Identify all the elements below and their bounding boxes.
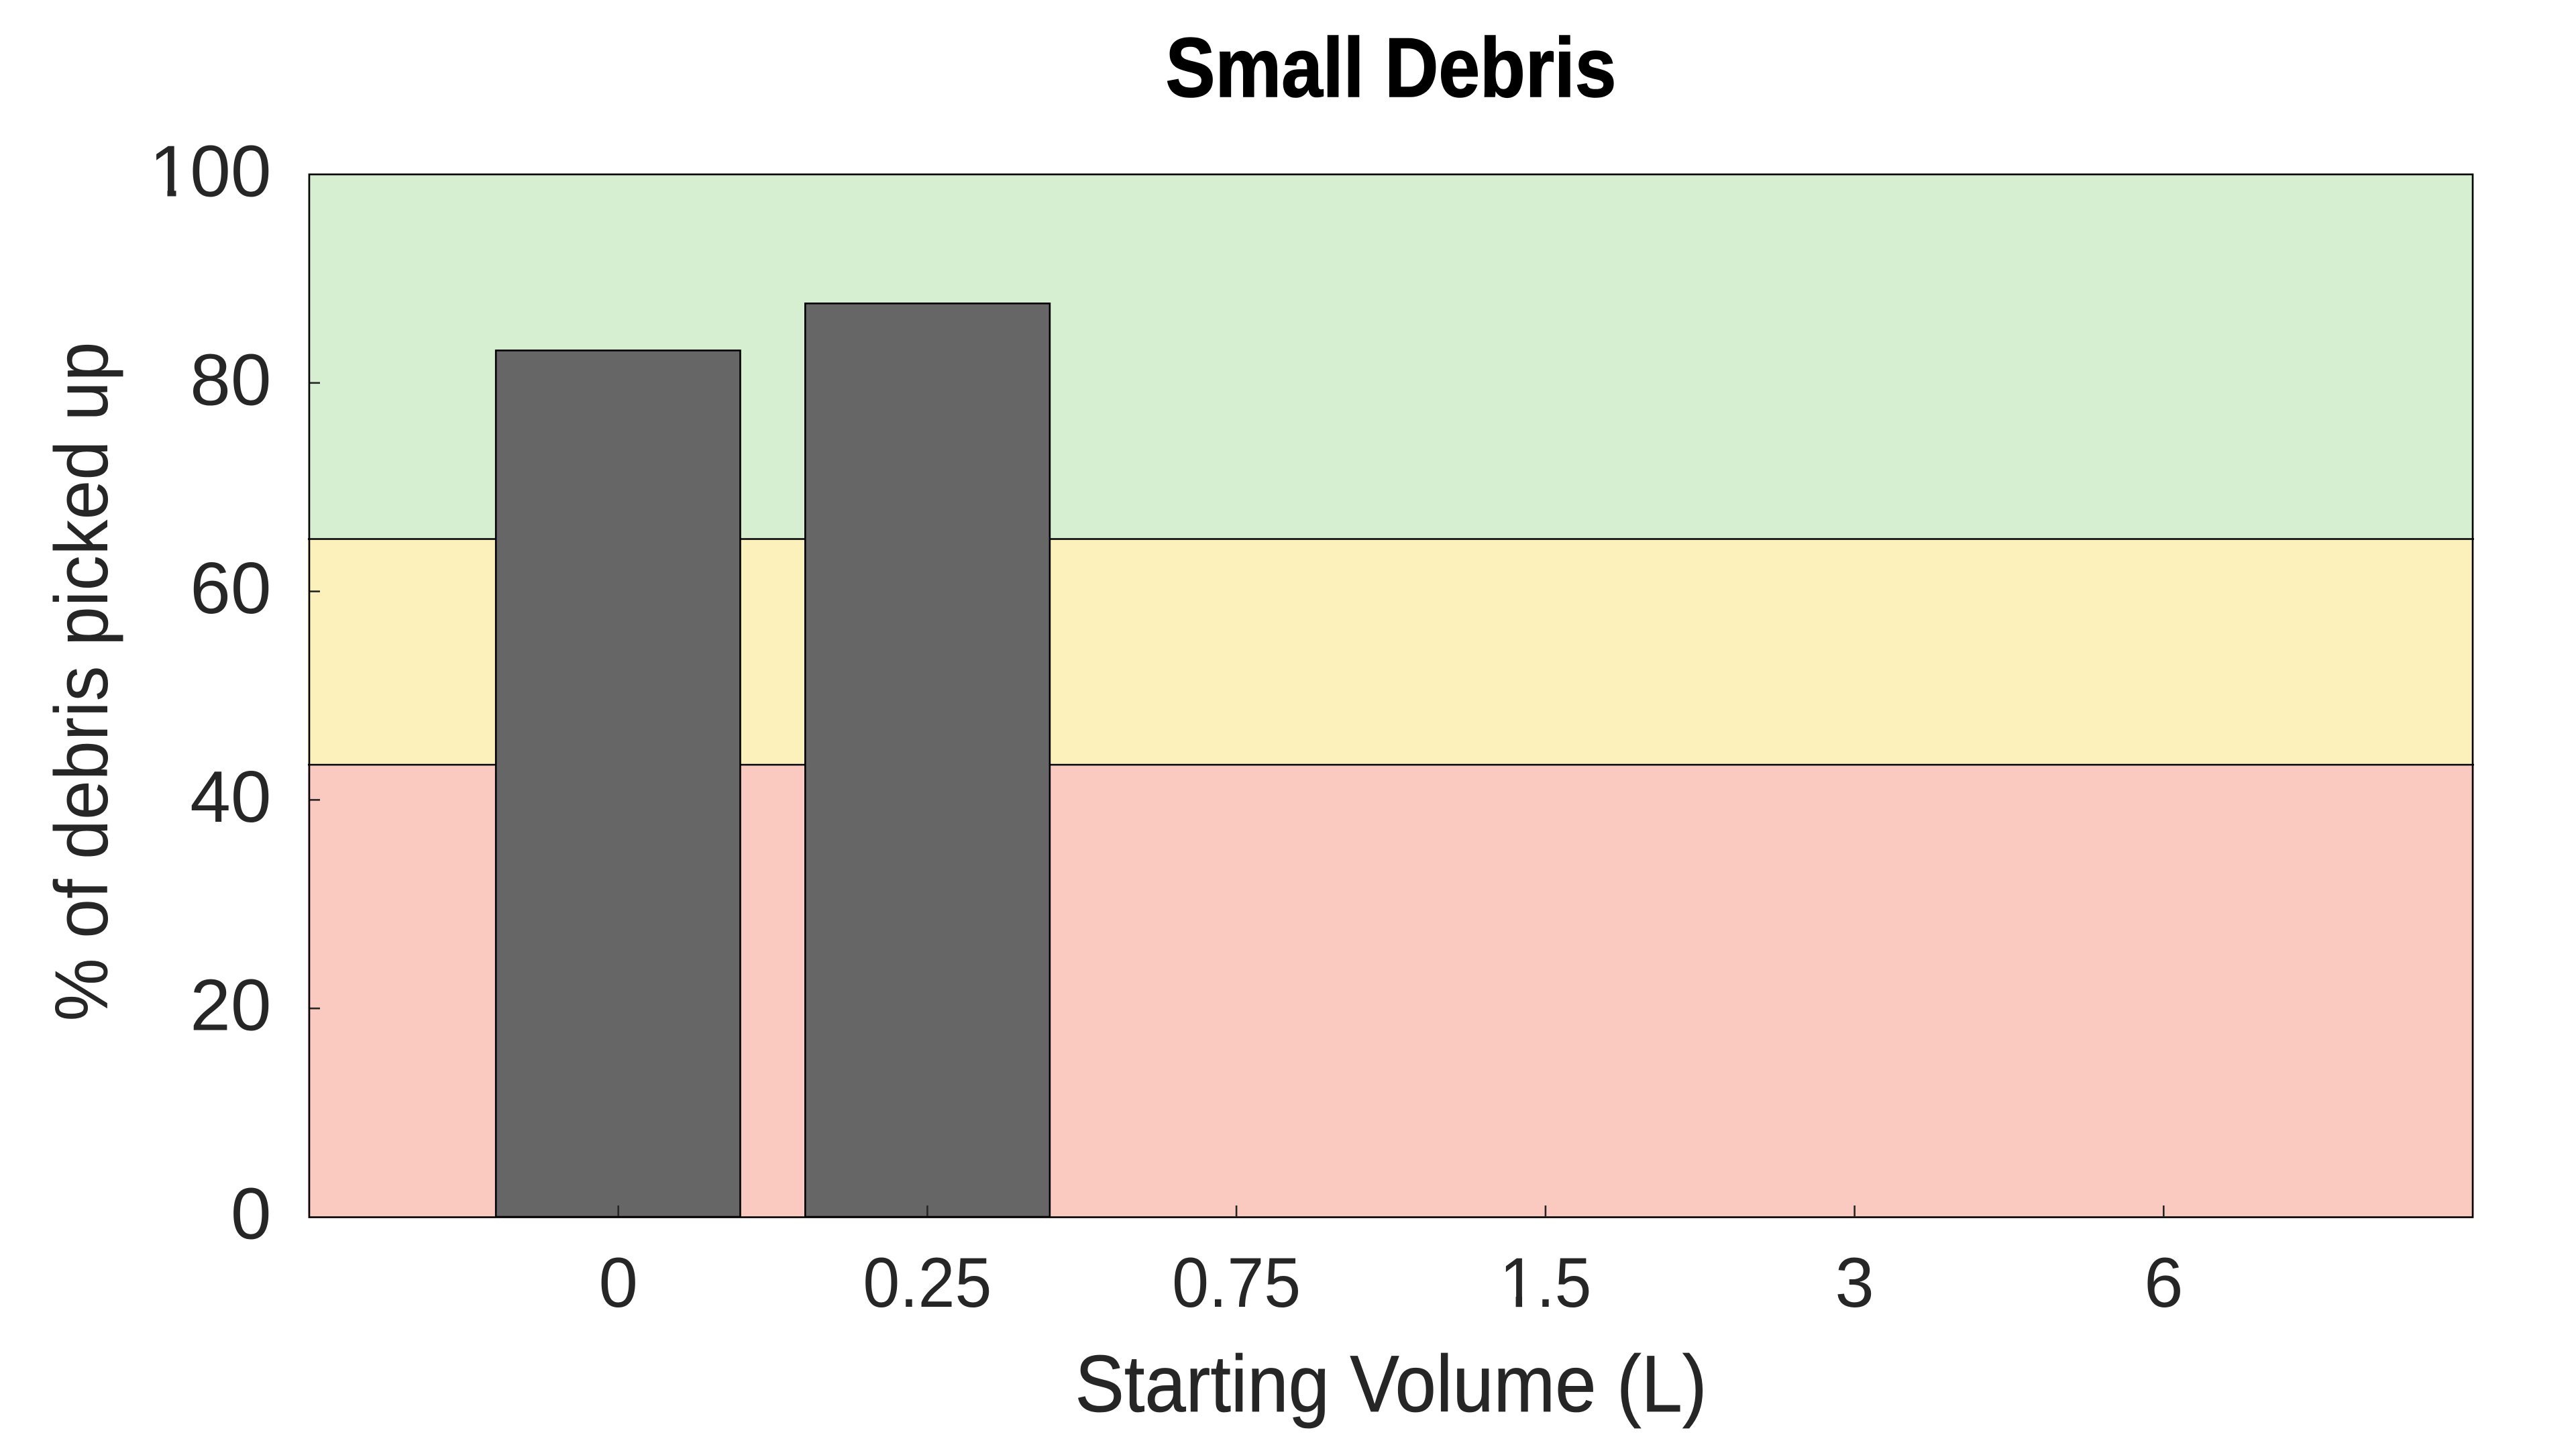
svg-text:% of debris picked up: % of debris picked up	[40, 342, 123, 1022]
svg-text:0: 0	[598, 1244, 637, 1322]
svg-text:100: 100	[150, 131, 272, 213]
svg-text:1.5: 1.5	[1499, 1244, 1591, 1322]
svg-text:40: 40	[190, 756, 271, 838]
svg-text:Small Debris: Small Debris	[1166, 21, 1617, 115]
svg-text:0: 0	[231, 1173, 272, 1255]
svg-text:6: 6	[2144, 1244, 2183, 1322]
svg-text:0.25: 0.25	[863, 1244, 991, 1322]
svg-text:80: 80	[190, 339, 271, 421]
svg-text:20: 20	[190, 965, 271, 1046]
svg-text:Starting Volume (L): Starting Volume (L)	[1075, 1339, 1707, 1429]
svg-text:3: 3	[1835, 1244, 1874, 1322]
svg-text:60: 60	[190, 547, 271, 629]
svg-text:0.75: 0.75	[1172, 1244, 1301, 1322]
